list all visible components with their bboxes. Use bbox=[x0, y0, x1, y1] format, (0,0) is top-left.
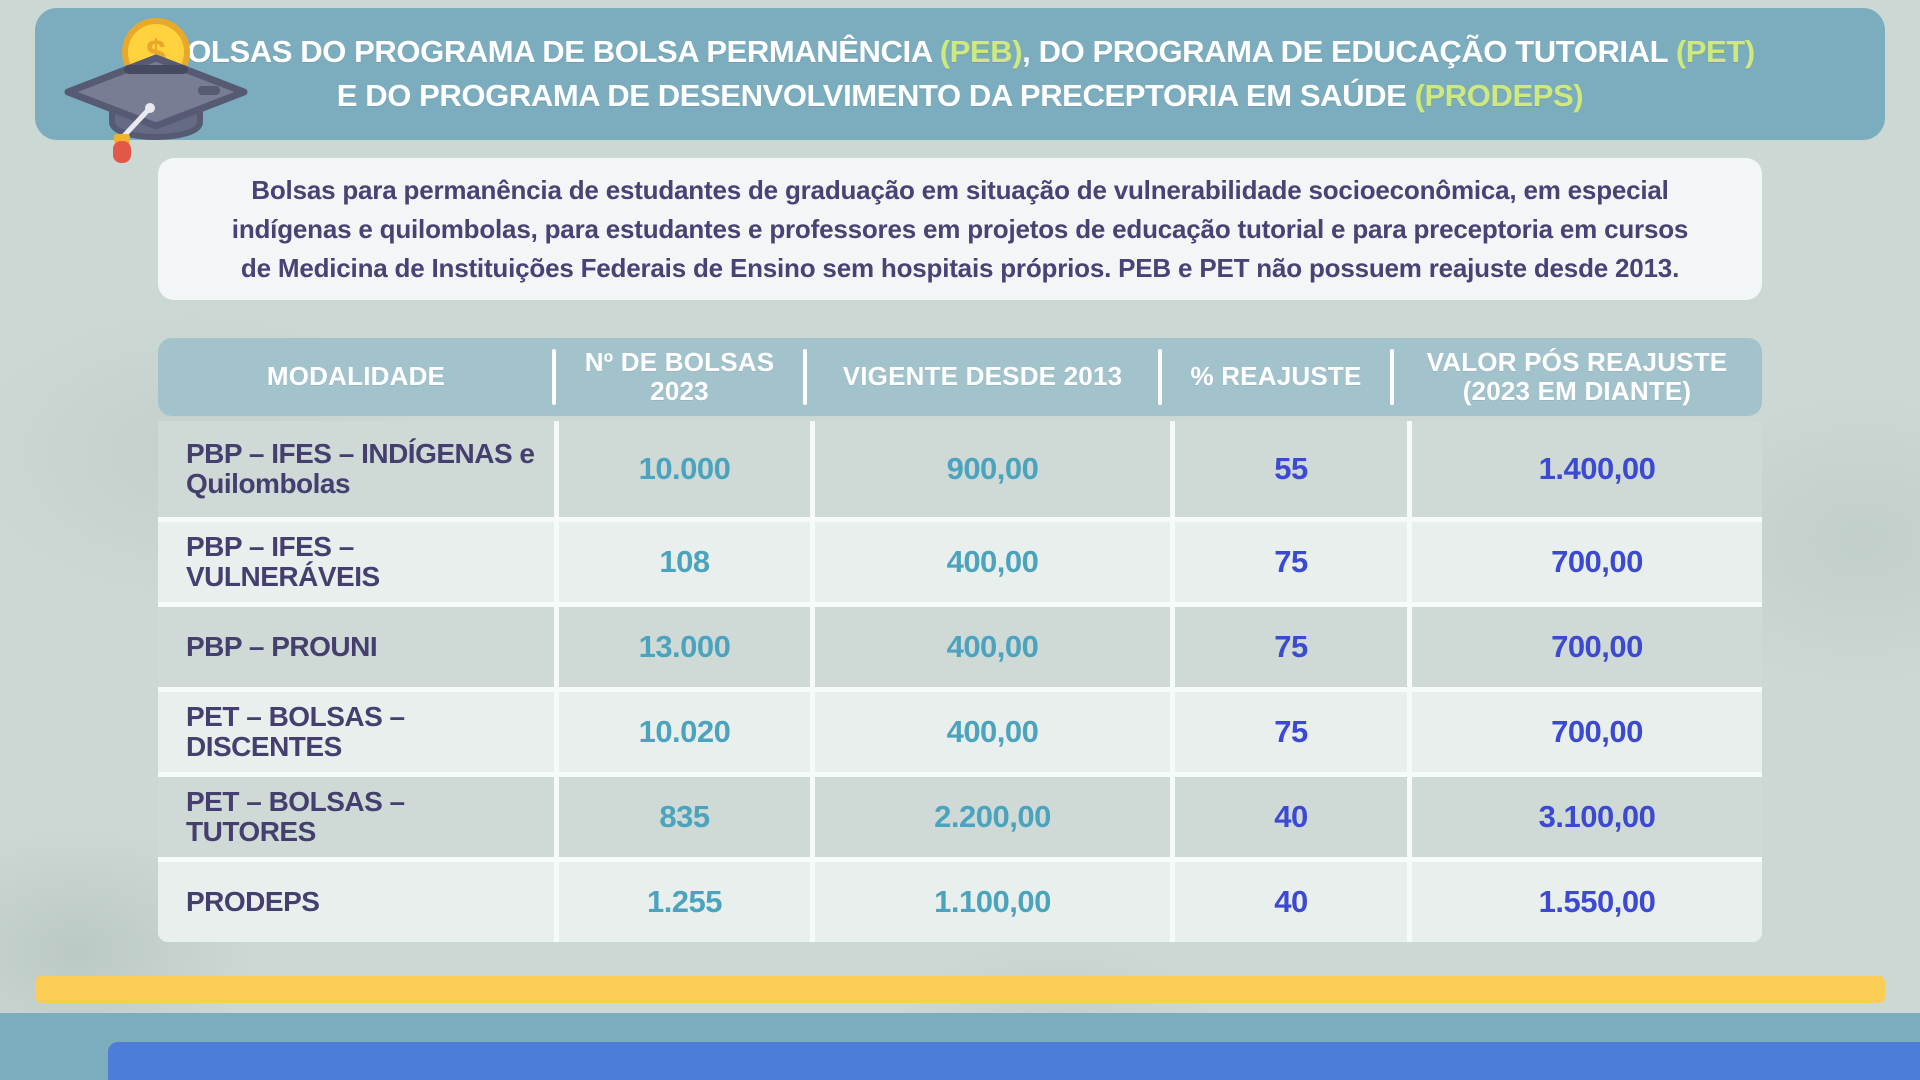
cell-reajuste: 75 bbox=[1175, 522, 1407, 602]
bottom-blue-bar bbox=[108, 1042, 1920, 1080]
header-banner: BOLSAS DO PROGRAMA DE BOLSA PERMANÊNCIA … bbox=[35, 8, 1885, 140]
graduation-cap-coin-icon: $ bbox=[64, 18, 248, 163]
cell-bolsas: 10.000 bbox=[559, 421, 810, 517]
cell-valor: 3.100,00 bbox=[1412, 777, 1762, 857]
column-header-n-de-bolsas-2023: Nº DE BOLSAS 2023 bbox=[554, 338, 807, 416]
cell-valor: 1.400,00 bbox=[1412, 421, 1762, 517]
cell-modalidade: PET – BOLSAS – TUTORES bbox=[158, 777, 554, 857]
column-header-vigente-desde-2013: VIGENTE DESDE 2013 bbox=[805, 338, 1162, 416]
cell-bolsas: 835 bbox=[559, 777, 810, 857]
cell-valor: 1.550,00 bbox=[1412, 862, 1762, 942]
cell-bolsas: 10.020 bbox=[559, 692, 810, 772]
cell-vigente: 2.200,00 bbox=[815, 777, 1170, 857]
title-segment: E DO PROGRAMA DE DESENVOLVIMENTO DA PREC… bbox=[336, 78, 1415, 113]
cell-reajuste: 40 bbox=[1175, 777, 1407, 857]
cell-reajuste: 40 bbox=[1175, 862, 1407, 942]
title-segment: BOLSAS DO PROGRAMA DE BOLSA PERMANÊNCIA bbox=[165, 33, 940, 69]
cell-reajuste: 75 bbox=[1175, 692, 1407, 772]
column-header-pct-reajuste: % REAJUSTE bbox=[1160, 338, 1394, 416]
description-box: Bolsas para permanência de estudantes de… bbox=[158, 158, 1762, 300]
cell-modalidade: PBP – IFES – VULNERÁVEIS bbox=[158, 522, 554, 602]
cell-modalidade: PRODEPS bbox=[158, 862, 554, 942]
title-segment: , DO PROGRAMA DE EDUCAÇÃO TUTORIAL bbox=[1022, 33, 1676, 69]
cell-bolsas: 1.255 bbox=[559, 862, 810, 942]
scholarship-table: PBP – IFES – INDÍGENAS e Quilombolas 10.… bbox=[158, 421, 1762, 942]
yellow-divider-bar bbox=[35, 976, 1885, 1003]
program-acronym-peb: (PEB) bbox=[939, 33, 1023, 69]
column-header-valor-pos-reajuste: VALOR PÓS REAJUSTE (2023 EM DIANTE) bbox=[1426, 346, 1728, 406]
cell-modalidade: PBP – IFES – INDÍGENAS e Quilombolas bbox=[158, 421, 554, 517]
cell-bolsas: 13.000 bbox=[559, 607, 810, 687]
page-title: BOLSAS DO PROGRAMA DE BOLSA PERMANÊNCIA … bbox=[165, 30, 1755, 118]
program-acronym-pet: (PET) bbox=[1675, 33, 1755, 69]
cell-modalidade: PET – BOLSAS – DISCENTES bbox=[158, 692, 554, 772]
table-header-row: MODALIDADE Nº DE BOLSAS 2023 VIGENTE DES… bbox=[158, 338, 1762, 416]
cell-modalidade: PBP – PROUNI bbox=[158, 607, 554, 687]
cell-vigente: 400,00 bbox=[815, 692, 1170, 772]
cell-valor: 700,00 bbox=[1412, 522, 1762, 602]
cell-reajuste: 75 bbox=[1175, 607, 1407, 687]
cell-vigente: 1.100,00 bbox=[815, 862, 1170, 942]
cell-reajuste: 55 bbox=[1175, 421, 1407, 517]
cell-vigente: 400,00 bbox=[815, 522, 1170, 602]
column-header-modalidade: MODALIDADE bbox=[158, 338, 556, 416]
description-text: Bolsas para permanência de estudantes de… bbox=[231, 174, 1689, 283]
cell-valor: 700,00 bbox=[1412, 692, 1762, 772]
cell-bolsas: 108 bbox=[559, 522, 810, 602]
cell-vigente: 900,00 bbox=[815, 421, 1170, 517]
cell-valor: 700,00 bbox=[1412, 607, 1762, 687]
program-acronym-prodeps: (PRODEPS) bbox=[1414, 78, 1584, 113]
cell-vigente: 400,00 bbox=[815, 607, 1170, 687]
